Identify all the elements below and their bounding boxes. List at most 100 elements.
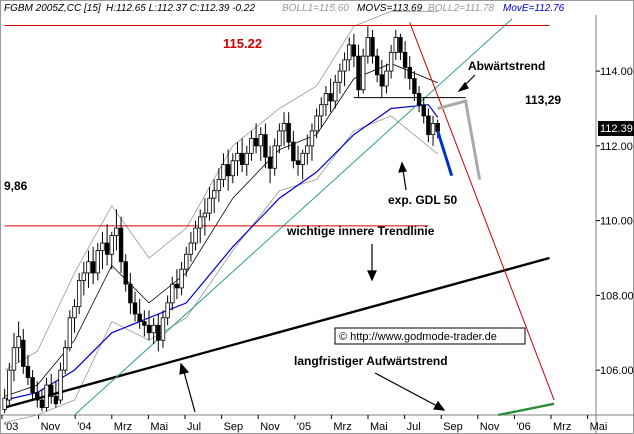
candle-body [319,104,324,117]
x-tick-label: '03 [4,421,18,433]
candle-body [188,242,194,255]
candle-body [249,137,254,154]
candle-body [207,197,212,214]
x-tick-label: Mrz [114,421,132,433]
candle-body [118,227,124,263]
x-tick-label: Mrz [333,421,351,433]
candle-body [160,317,166,341]
header-ohlc: H:112.65 L:112.37 C:112.39 -0.22 [106,3,255,14]
x-tick-label: '04 [77,421,91,433]
candle-body [426,115,431,136]
candle-body [58,369,63,401]
candle-body [286,123,291,143]
candle-body [95,250,100,274]
candle-body [356,55,361,91]
candle-body [300,152,305,165]
candle-body [244,152,249,165]
candle-body [193,227,198,244]
x-tick-label: Jul [407,421,421,433]
candle-body [35,392,40,401]
annotation-arrows [179,74,476,413]
candle-body [421,104,426,117]
gdl50-label: exp. GDL 50 [388,193,457,207]
candle-body [388,51,394,72]
candle-body [253,137,259,147]
level-left-label: 9,86 [4,179,28,193]
candle-body [81,272,87,281]
candle-body [291,141,296,162]
candle-body [230,160,236,177]
overlay-boll1 [4,10,438,371]
header-move: MovE=112.76 [503,3,565,14]
arrow-gdl50 [402,169,407,191]
candle-body [211,190,217,199]
candle-body [412,78,417,94]
candle-body [216,179,222,192]
candle-body [258,134,263,147]
candle-body [379,74,385,87]
candle-body [198,216,203,229]
y-tick-label: 108.00 [600,290,634,302]
candle-body [62,347,68,371]
candle-body [39,399,45,408]
candle-body [239,152,245,165]
candle-body [225,164,231,177]
candle-body [272,145,277,169]
candlesticks [2,26,440,414]
y-tick-label: 110.00 [600,216,633,228]
y-tick-label: 114.00 [600,66,633,78]
candle-body [174,283,180,289]
trendlines [4,18,555,417]
candle-body [67,317,73,349]
header-movs: MOVS=113.69 [357,3,423,14]
candle-body [49,384,54,397]
downtrend-label: Abwärtstrend [468,59,545,73]
candle-body [184,253,189,270]
candle-body [109,235,114,255]
candle-body [374,55,380,76]
candle-body [309,130,315,147]
overlay-boll2 [4,115,438,423]
projection-blue [436,130,454,177]
candle-body [170,283,175,304]
last-price-label: 112.39 [600,123,633,135]
candle-body [100,242,105,251]
candle-body [146,324,152,334]
x-tick-label: '05 [297,421,311,433]
y-tick-label: 106.00 [600,365,634,377]
candle-body [360,55,366,91]
candle-body [7,369,12,401]
projection-gray [437,99,482,180]
y-axis-ticks: 106.00 108.00 110.00 112.00 114.00 [596,66,634,377]
candle-body [25,366,31,379]
candle-body [202,212,208,218]
candle-body [128,283,133,304]
candle-body [328,93,333,102]
projections [436,99,482,180]
candle-body [151,324,156,334]
x-tick-label: Mai [370,421,388,433]
x-tick-label: Mai [150,421,168,433]
arrow-inner-trend-head [367,270,377,282]
candle-body [86,261,91,274]
candle-body [402,51,408,68]
candle-body [333,81,338,102]
x-tick-label: Mai [590,421,608,433]
trendline-bottom-green [497,402,555,417]
x-tick-label: Sep [224,421,244,433]
header-boll1: BOLL1=115.60 [282,3,349,14]
x-tick-label: Mrz [553,421,571,433]
candle-body [2,397,7,410]
candle-body [435,123,440,132]
level-top-label: 115.22 [223,36,262,51]
copyright-box [334,327,526,345]
candle-body [104,242,110,255]
candle-body [179,268,184,289]
header-symbol: FGBM 2005Z,CC [15] [4,3,101,14]
candle-body [323,93,329,106]
arrow-long-trend-right [374,372,438,407]
candle-body [72,306,77,319]
trendline-long-trend [4,256,550,409]
candle-body [235,152,240,162]
candle-body [430,123,436,136]
